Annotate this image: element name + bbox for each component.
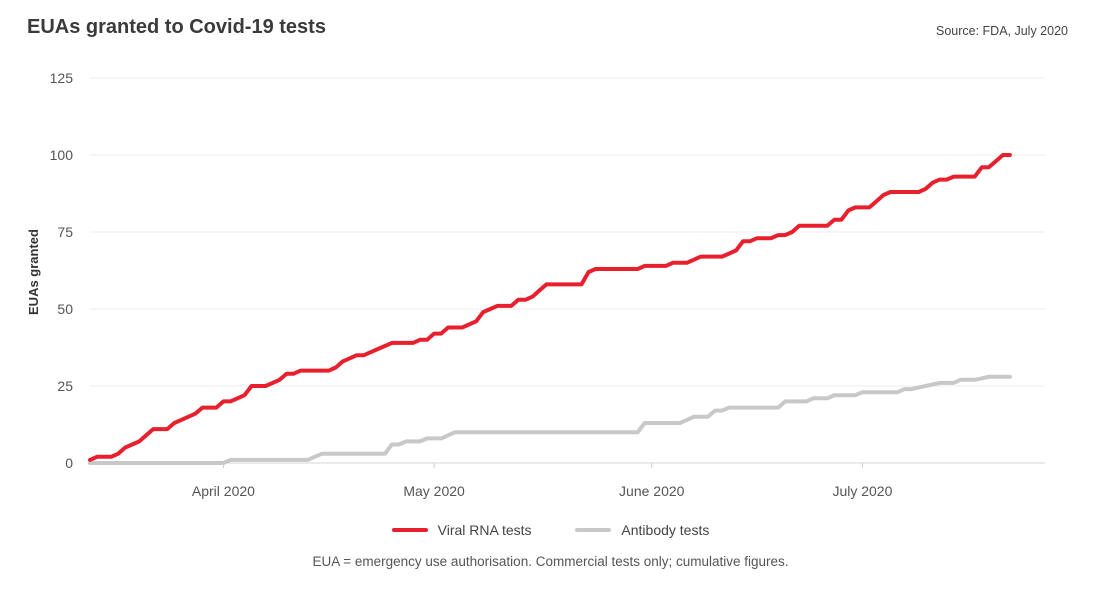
- y-tick-label: 50: [57, 301, 73, 317]
- x-axis-ticks: April 2020 May 2020 June 2020 July 2020: [192, 463, 893, 499]
- legend-label-antibody: Antibody tests: [621, 522, 710, 538]
- y-tick-label: 125: [50, 70, 74, 86]
- legend-swatch-antibody: [575, 528, 612, 532]
- footnote: EUA = emergency use authorisation. Comme…: [312, 554, 789, 569]
- x-tick-label: April 2020: [192, 483, 255, 499]
- chart-title: EUAs granted to Covid-19 tests: [27, 16, 326, 38]
- series-lines: [88, 153, 1012, 465]
- legend: Viral RNA tests Antibody tests: [0, 519, 1101, 538]
- y-axis-ticks: 0 25 50 75 100 125: [50, 70, 74, 471]
- source-note: Source: FDA, July 2020: [935, 24, 1068, 38]
- x-tick-label: May 2020: [403, 483, 465, 499]
- series-line-antibody-tests: [88, 374, 1012, 465]
- y-tick-label: 25: [57, 378, 73, 394]
- y-axis-title: EUAs granted: [26, 229, 41, 315]
- legend-label-viral-rna: Viral RNA tests: [437, 522, 532, 538]
- x-tick-label: July 2020: [832, 483, 892, 499]
- series-line-viral-rna-tests: [88, 153, 1012, 462]
- y-tick-label: 100: [50, 147, 74, 163]
- y-tick-label: 75: [57, 224, 73, 240]
- x-tick-label: June 2020: [619, 483, 685, 499]
- legend-swatch-viral-rna: [391, 528, 428, 532]
- gridlines: [90, 77, 1045, 464]
- y-tick-label: 0: [65, 455, 73, 471]
- legend-item-viral-rna: Viral RNA tests: [391, 522, 532, 538]
- legend-item-antibody: Antibody tests: [575, 522, 709, 538]
